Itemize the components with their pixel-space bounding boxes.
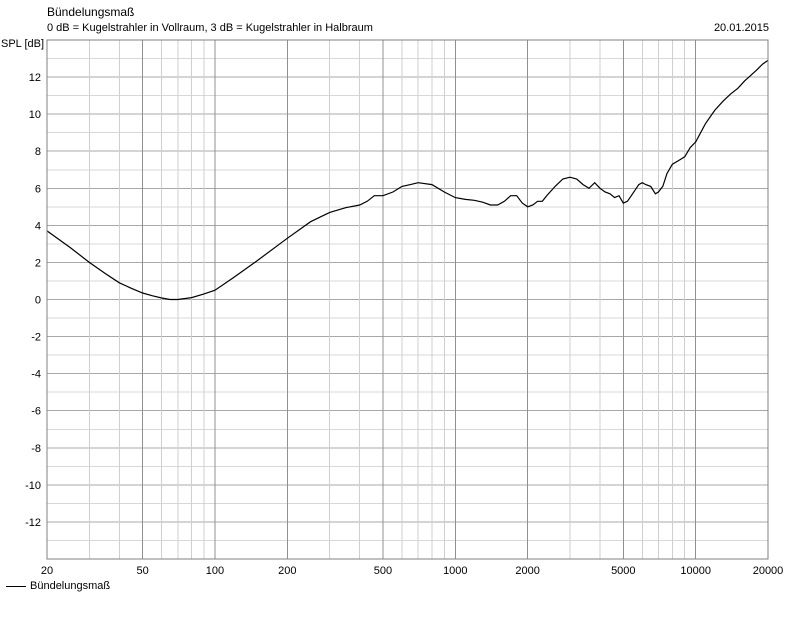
x-tick-label: 2000	[515, 565, 539, 577]
y-tick-label: 10	[29, 109, 41, 121]
x-tick-label: 50	[137, 565, 149, 577]
plot-frame	[46, 39, 769, 560]
x-tick-label: 1000	[443, 565, 467, 577]
legend-label: Bündelungsmaß	[30, 580, 111, 592]
y-tick-label: 6	[35, 183, 41, 195]
y-tick-label: -4	[31, 369, 41, 381]
y-tick-label: -6	[31, 406, 41, 418]
x-tick-label: 20	[41, 565, 53, 577]
y-tick-label: 8	[35, 146, 41, 158]
series-line-buendelungsmass	[46, 59, 769, 301]
x-tick-label: 100	[206, 565, 224, 577]
y-tick-label: 12	[29, 72, 41, 84]
y-tick-label: 2	[35, 257, 41, 269]
x-tick-label: 5000	[611, 565, 635, 577]
y-tick-label: -8	[31, 443, 41, 455]
y-axis-label: SPL [dB]	[1, 38, 45, 50]
x-tick-label: 200	[278, 565, 296, 577]
y-tick-label: -10	[25, 480, 41, 492]
x-tick-label: 20000	[753, 565, 784, 577]
y-tick-label: 0	[35, 295, 41, 307]
chart-title: Bündelungsmaß	[47, 5, 135, 19]
x-tick-label: 500	[374, 565, 392, 577]
y-tick-label: -2	[31, 332, 41, 344]
legend: Bündelungsmaß	[6, 580, 110, 593]
y-tick-label: 4	[35, 220, 41, 232]
x-tick-label: 10000	[680, 565, 711, 577]
chart-subtitle: 0 dB = Kugelstrahler in Vollraum, 3 dB =…	[47, 22, 373, 34]
y-tick-label: -12	[25, 517, 41, 529]
legend-line-swatch	[6, 586, 26, 587]
chart-date: 20.01.2015	[713, 22, 769, 34]
grid-lines	[47, 40, 768, 559]
